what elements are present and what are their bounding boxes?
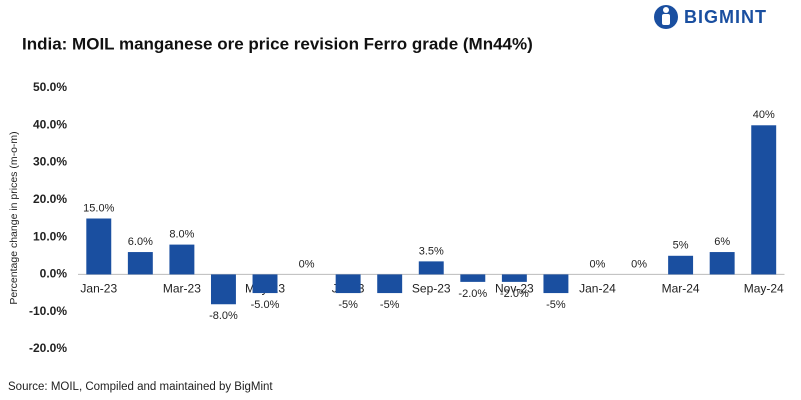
y-tick-label: 0.0%: [40, 267, 68, 281]
logo-icon-head: [663, 7, 669, 13]
x-tick-label: Mar-24: [662, 282, 700, 296]
bar: [252, 274, 278, 294]
data-label: -5%: [546, 299, 566, 311]
y-tick-label: 40.0%: [33, 117, 67, 131]
x-tick-label: Jan-24: [579, 282, 616, 296]
bar: [501, 274, 527, 282]
bar: [210, 274, 236, 305]
source: Source: MOIL, Compiled and maintained by…: [8, 381, 273, 393]
bar: [668, 255, 694, 275]
data-label: -2.0%: [458, 288, 487, 300]
y-tick-label: 10.0%: [33, 229, 67, 243]
data-label: -8.0%: [209, 310, 238, 322]
bar: [543, 274, 569, 294]
bar: [86, 218, 112, 275]
data-label: 6.0%: [128, 236, 153, 248]
data-label: -5.0%: [251, 299, 280, 311]
bar: [377, 274, 403, 294]
data-label: 15.0%: [83, 202, 114, 214]
logo-icon-body: [662, 14, 670, 25]
bar: [418, 261, 444, 275]
x-tick-label: Mar-23: [163, 282, 201, 296]
logo: BIGMINT: [654, 5, 767, 29]
x-tick-label: Sep-23: [412, 282, 451, 296]
x-tick-label: Jan-23: [80, 282, 117, 296]
y-tick-label: -20.0%: [29, 341, 67, 355]
y-tick-label: -10.0%: [29, 304, 67, 318]
bar: [709, 252, 735, 275]
data-label: 5%: [673, 240, 689, 252]
bar: [127, 252, 153, 275]
data-label: 6%: [714, 236, 730, 248]
data-label: 8.0%: [169, 229, 194, 241]
y-axis-label: Percentage change in prices (m-o-m): [8, 131, 20, 304]
x-tick-label: May-24: [744, 282, 784, 296]
data-label: -5%: [338, 299, 358, 311]
data-label: 3.5%: [419, 245, 444, 257]
y-tick-label: 30.0%: [33, 155, 67, 169]
brand: BIGMINT: [684, 7, 767, 27]
x-tick-label: Nov-23: [495, 282, 534, 296]
bar: [751, 125, 777, 275]
bar: [460, 274, 486, 282]
data-label: 0%: [590, 258, 606, 270]
data-label: -2.0%: [500, 288, 529, 300]
chart-title: India: MOIL manganese ore price revision…: [22, 34, 533, 53]
y-tick-label: 20.0%: [33, 192, 67, 206]
bar: [169, 244, 195, 275]
data-label: 0%: [631, 258, 647, 270]
bar: [335, 274, 361, 294]
data-label: -5%: [380, 299, 400, 311]
y-tick-label: 50.0%: [33, 80, 67, 94]
data-label: 0%: [299, 258, 315, 270]
data-label: 40%: [753, 109, 775, 121]
